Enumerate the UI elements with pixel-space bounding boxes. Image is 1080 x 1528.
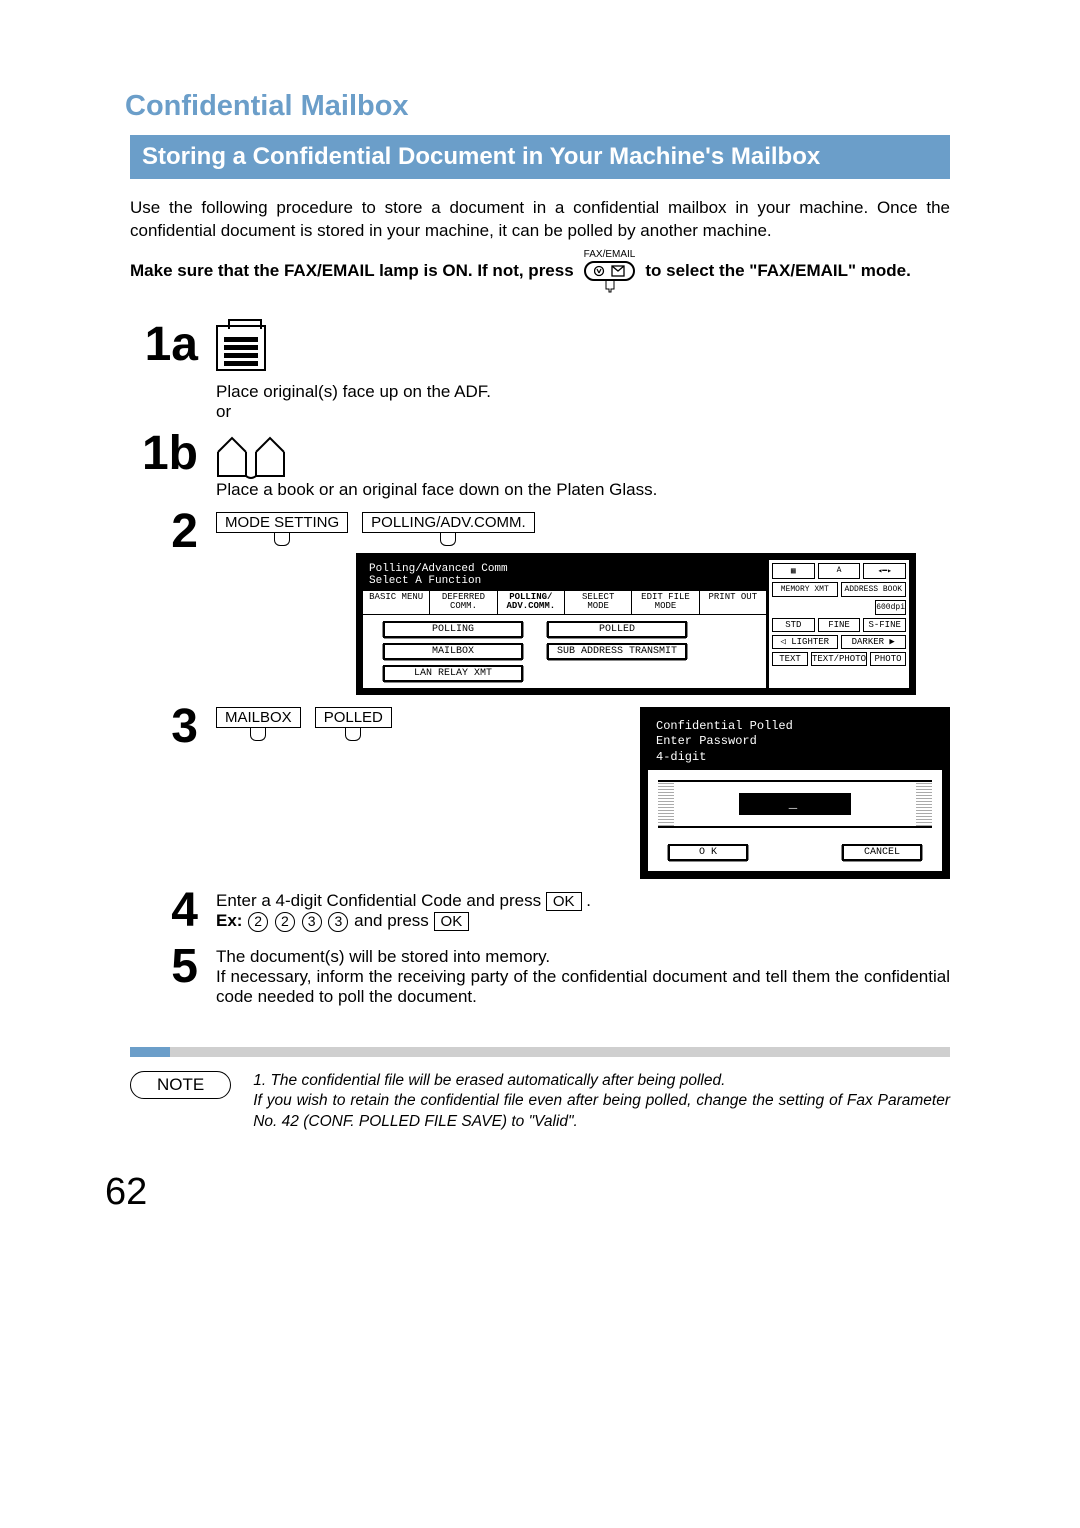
side-text: TEXT: [772, 652, 808, 666]
pw-prompt1: Enter Password: [656, 734, 934, 750]
side-sfine: S-FINE: [863, 618, 906, 632]
mode-setting-key: MODE SETTING: [216, 512, 348, 533]
screen-side-panel: ▦ A ◂━▸ MEMORY XMT ADDRESS BOOK 600dpi S…: [769, 560, 909, 688]
tab-deferred: DEFERRED COMM.: [430, 591, 497, 614]
ok-box: OK: [434, 912, 470, 931]
fax-email-label: FAX/EMAIL: [584, 249, 636, 260]
polling-adv-comm-key: POLLING/ADV.COMM.: [362, 512, 534, 533]
polled-key: POLLED: [315, 707, 392, 728]
btn-lan-relay: LAN RELAY XMT: [383, 665, 523, 682]
btn-polling: POLLING: [383, 621, 523, 638]
side-fine: FINE: [818, 618, 861, 632]
digit-key: 3: [328, 912, 348, 932]
step-1a-or: or: [216, 402, 950, 422]
tab-edit-file: EDIT FILE MODE: [632, 591, 699, 614]
intro-text: Use the following procedure to store a d…: [130, 197, 950, 243]
step-number: 1a: [130, 321, 198, 422]
pw-value: _: [739, 793, 851, 815]
ex-label: Ex:: [216, 911, 242, 930]
step-5-line1: The document(s) will be stored into memo…: [216, 947, 950, 967]
btn-sub-addr: SUB ADDRESS TRANSMIT: [547, 643, 687, 660]
and-press: and press: [354, 911, 433, 930]
step-1a: 1a Place original(s) face up on the ADF.…: [130, 321, 950, 422]
step-4: 4 Enter a 4-digit Confidential Code and …: [130, 887, 950, 935]
pointer-icon: [603, 281, 617, 293]
step-1b: 1b Place a book or an original face down…: [130, 430, 950, 500]
subsection-bar: Storing a Confidential Document in Your …: [130, 135, 950, 179]
step-number: 1b: [130, 430, 198, 500]
pw-cancel: CANCEL: [842, 844, 922, 861]
side-std: STD: [772, 618, 815, 632]
ok-box: OK: [546, 892, 582, 911]
step-1b-text: Place a book or an original face down on…: [216, 480, 950, 500]
step-4-pre: Enter a 4-digit Confidential Code and pr…: [216, 891, 546, 910]
screen-polling-adv: Polling/Advanced Comm Select A Function …: [356, 553, 916, 695]
digit-key: 3: [302, 912, 322, 932]
note-text: 1. The confidential file will be erased …: [253, 1071, 950, 1134]
side-darker-label: DARKER: [852, 637, 884, 647]
side-photo: PHOTO: [870, 652, 906, 666]
pw-prompt2: 4-digit: [656, 750, 934, 766]
digit-key: 2: [275, 912, 295, 932]
note-badge: NOTE: [130, 1071, 231, 1099]
lamp-instruction: Make sure that the FAX/EMAIL lamp is ON.…: [130, 249, 950, 293]
digit-key: 2: [248, 912, 268, 932]
side-icon: ▦: [772, 563, 815, 579]
screen-password: Confidential Polled Enter Password 4-dig…: [640, 707, 950, 879]
page-number: 62: [105, 1171, 950, 1214]
tab-print-out: PRINT OUT: [700, 591, 766, 614]
lamp-pre: Make sure that the FAX/EMAIL lamp is ON.…: [130, 261, 574, 281]
side-icon: ◂━▸: [863, 563, 906, 579]
screen-header-l1: Polling/Advanced Comm: [369, 563, 760, 575]
step-number: 3: [130, 703, 198, 879]
steps-list: 1a Place original(s) face up on the ADF.…: [130, 321, 950, 1007]
adf-icon: [216, 325, 266, 371]
step-5-line2: If necessary, inform the receiving party…: [216, 967, 950, 1007]
section-title: Confidential Mailbox: [125, 90, 950, 123]
step-number: 5: [130, 943, 198, 1007]
step-1a-text: Place original(s) face up on the ADF.: [216, 382, 950, 402]
step-number: 2: [130, 508, 198, 695]
side-textphoto: TEXT/PHOTO: [811, 652, 867, 666]
side-darker: DARKER ▶: [841, 635, 907, 649]
side-icon: A: [818, 563, 861, 579]
side-600dpi: 600dpi: [875, 600, 906, 615]
pw-title: Confidential Polled: [656, 719, 934, 735]
screen-header: Polling/Advanced Comm Select A Function: [363, 560, 766, 590]
step-3: 3 MAILBOX POLLED Confidential Polled Ent…: [130, 703, 950, 879]
lamp-post: to select the "FAX/EMAIL" mode.: [645, 261, 911, 281]
pw-ok: O K: [668, 844, 748, 861]
side-lighter-label: LIGHTER: [791, 637, 829, 647]
side-lighter: ◁ LIGHTER: [772, 635, 838, 649]
platen-icon: [216, 434, 950, 480]
step-5: 5 The document(s) will be stored into me…: [130, 943, 950, 1007]
pw-field: _: [658, 780, 932, 828]
step-2: 2 MODE SETTING POLLING/ADV.COMM. Polling…: [130, 508, 950, 695]
note-block: NOTE 1. The confidential file will be er…: [130, 1071, 950, 1134]
side-address-book: ADDRESS BOOK: [841, 582, 907, 597]
side-memory-xmt: MEMORY XMT: [772, 582, 838, 597]
tab-select-mode: SELECT MODE: [565, 591, 632, 614]
step-number: 4: [130, 887, 198, 935]
pw-header: Confidential Polled Enter Password 4-dig…: [648, 715, 942, 770]
tab-polling-adv: POLLING/ ADV.COMM.: [498, 591, 565, 614]
screen-header-l2: Select A Function: [369, 575, 760, 587]
tab-basic-menu: BASIC MENU: [363, 591, 430, 614]
divider-bar: [130, 1047, 950, 1057]
btn-polled: POLLED: [547, 621, 687, 638]
mailbox-key: MAILBOX: [216, 707, 301, 728]
fax-email-icon: [584, 261, 635, 281]
btn-mailbox: MAILBOX: [383, 643, 523, 660]
screen-tabs: BASIC MENU DEFERRED COMM. POLLING/ ADV.C…: [363, 590, 766, 615]
